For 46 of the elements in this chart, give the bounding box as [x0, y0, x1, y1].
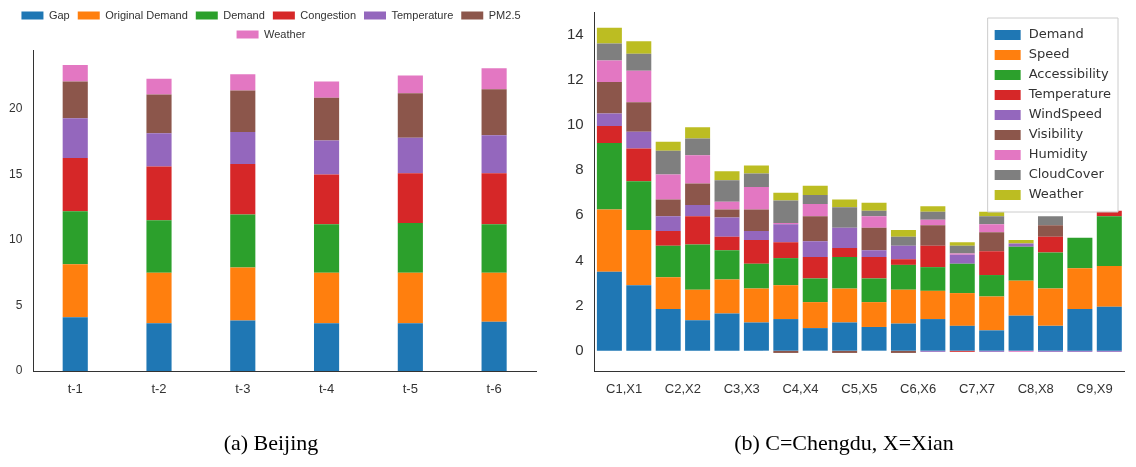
x-tick-label: C5,X5 [841, 381, 878, 397]
legend-label: PM2.5 [488, 8, 521, 21]
x-tick-label: C8,X8 [1017, 381, 1054, 397]
x-tick-label: C6,X6 [900, 381, 937, 397]
legend-label: Congestion [300, 8, 357, 21]
legend-label: Temperature [1027, 86, 1112, 102]
y-tick-label: 14 [567, 24, 584, 42]
x-tick-label: t-4 [318, 381, 335, 397]
x-tick-label: C2,X2 [664, 381, 701, 397]
legend-label: Temperature [391, 8, 454, 21]
legend-label: Visibility [1028, 126, 1084, 142]
legend-label: Weather [1028, 186, 1085, 202]
legend-label: Weather [264, 27, 306, 40]
y-tick-label: 0 [15, 363, 23, 378]
x-tick-label: t-2 [151, 381, 167, 397]
legend-label: Accessibility [1028, 66, 1109, 82]
legend-label: Demand [223, 8, 265, 21]
y-tick-label: 6 [575, 205, 584, 223]
legend-label: Humidity [1028, 146, 1088, 162]
y-tick-label: 8 [575, 160, 584, 178]
x-tick-label: C1,X1 [606, 381, 643, 397]
legend-label: Original Demand [105, 8, 188, 21]
y-tick-label: 15 [8, 166, 23, 181]
x-tick-label: t-3 [235, 381, 251, 397]
x-tick-label: t-6 [486, 381, 502, 397]
y-tick-label: 20 [8, 101, 23, 116]
x-tick-label: t-1 [67, 381, 83, 397]
text: (a) Beijing [223, 429, 319, 455]
y-tick-label: 0 [575, 340, 584, 358]
x-tick-label: C3,X3 [723, 381, 760, 397]
legend-label: Speed [1028, 46, 1070, 62]
x-tick-label: C4,X4 [782, 381, 819, 397]
y-tick-label: 4 [575, 250, 584, 268]
legend-label: Gap [48, 8, 70, 21]
y-tick-label: 2 [575, 295, 584, 313]
y-tick-label: 5 [15, 297, 23, 312]
legend-label: WindSpeed [1028, 106, 1103, 122]
y-tick-label: 10 [8, 232, 23, 247]
y-tick-label: 10 [567, 115, 584, 133]
legend-label: CloudCover [1028, 166, 1105, 182]
legend-label: Demand [1028, 26, 1084, 42]
x-tick-label: C9,X9 [1076, 381, 1113, 397]
text: (b) C=Chengdu, X=Xian [734, 429, 954, 455]
y-tick-label: 12 [567, 69, 584, 87]
x-tick-label: C7,X7 [958, 381, 996, 397]
x-tick-label: t-5 [402, 381, 418, 397]
